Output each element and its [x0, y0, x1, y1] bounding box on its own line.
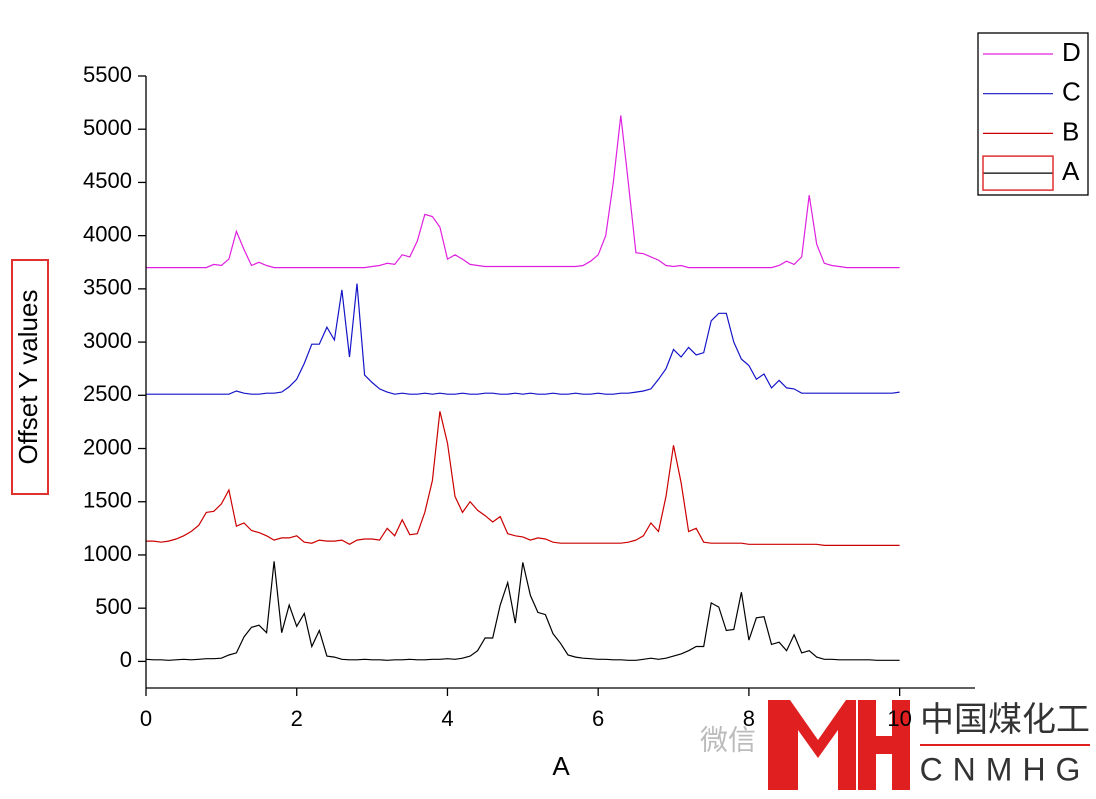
logo-h [858, 700, 910, 790]
x-tick-label: 2 [291, 706, 303, 731]
series-line [146, 283, 900, 395]
x-tick-label: 8 [743, 706, 755, 731]
x-tick-label: 4 [441, 706, 453, 731]
y-label-box [11, 259, 49, 495]
y-tick-label: 3000 [83, 328, 132, 353]
y-tick-label: 1500 [83, 488, 132, 513]
wechat: 微信 [700, 724, 756, 755]
y-tick-label: 5500 [83, 62, 132, 87]
legend-highlight [982, 155, 1054, 191]
legend-label: B [1062, 116, 1079, 146]
legend-label: C [1062, 77, 1081, 107]
brand: 中国煤化工 [920, 701, 1090, 739]
series-line [146, 411, 900, 546]
legend-label: D [1062, 37, 1081, 67]
y-tick-label: 1000 [83, 541, 132, 566]
series-line [146, 115, 900, 269]
y-tick-label: 500 [95, 594, 132, 619]
x-tick-label: 6 [592, 706, 604, 731]
y-axis-label: Offset Y values [13, 290, 43, 465]
brand-letters: CNMHG [920, 751, 1091, 787]
y-tick-label: 2000 [83, 434, 132, 459]
logo-m [768, 700, 856, 790]
x-tick-label: 0 [140, 706, 152, 731]
y-tick-label: 0 [120, 647, 132, 672]
y-tick-label: 4500 [83, 168, 132, 193]
legend-label: A [1062, 156, 1080, 186]
x-axis-label: A [552, 751, 570, 781]
series-line [145, 561, 900, 661]
y-tick-label: 2500 [83, 381, 132, 406]
y-tick-label: 5000 [83, 115, 132, 140]
plot-area [145, 115, 900, 661]
x-tick-label: 10 [887, 706, 911, 731]
y-tick-label: 3500 [83, 275, 132, 300]
watermark: 中国煤化工 CNMHG 微信 [700, 690, 1096, 799]
y-tick-label: 4000 [83, 221, 132, 246]
legend-box [977, 32, 1089, 196]
